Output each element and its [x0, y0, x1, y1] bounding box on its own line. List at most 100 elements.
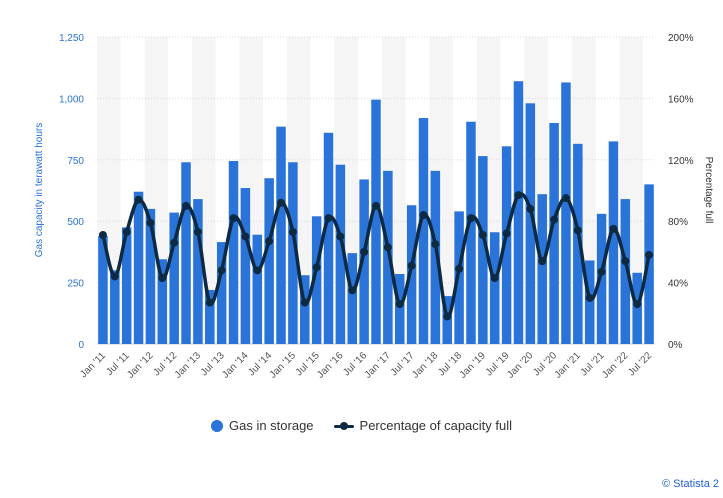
bar-gas-in-storage[interactable]	[347, 253, 358, 344]
bar-gas-in-storage[interactable]	[145, 208, 156, 344]
point-percentage-full[interactable]	[265, 237, 274, 246]
bar-gas-in-storage[interactable]	[216, 242, 227, 344]
bar-gas-in-storage[interactable]	[133, 191, 144, 344]
point-percentage-full[interactable]	[395, 300, 404, 309]
point-percentage-full[interactable]	[193, 227, 202, 236]
bar-gas-in-storage[interactable]	[276, 126, 286, 344]
bar-gas-in-storage[interactable]	[288, 162, 298, 344]
bar-gas-in-storage[interactable]	[371, 99, 381, 345]
bar-gas-in-storage[interactable]	[501, 146, 512, 344]
point-percentage-full[interactable]	[466, 214, 475, 223]
bar-gas-in-storage[interactable]	[240, 188, 251, 344]
bar-gas-in-storage[interactable]	[596, 213, 607, 344]
bar-gas-in-storage[interactable]	[489, 232, 500, 344]
bar-gas-in-storage[interactable]	[430, 170, 441, 344]
legend-item-gas-in-storage[interactable]: Gas in storage	[210, 418, 314, 433]
bar-gas-in-storage[interactable]	[359, 179, 369, 344]
point-percentage-full[interactable]	[241, 232, 250, 241]
point-percentage-full[interactable]	[312, 263, 321, 272]
point-percentage-full[interactable]	[170, 238, 179, 247]
point-percentage-full[interactable]	[324, 214, 333, 223]
point-percentage-full[interactable]	[514, 191, 523, 200]
point-percentage-full[interactable]	[158, 273, 167, 282]
bar-gas-in-storage[interactable]	[406, 205, 417, 344]
bar-gas-in-storage[interactable]	[537, 194, 547, 344]
bar-gas-in-storage[interactable]	[513, 81, 524, 344]
bar-gas-in-storage[interactable]	[620, 199, 631, 344]
point-percentage-full[interactable]	[253, 266, 262, 275]
bar-gas-in-storage[interactable]	[466, 121, 476, 345]
bar-gas-in-storage[interactable]	[181, 162, 191, 344]
point-percentage-full[interactable]	[134, 195, 143, 204]
point-percentage-full[interactable]	[360, 247, 369, 256]
point-percentage-full[interactable]	[182, 201, 191, 210]
point-percentage-full[interactable]	[550, 215, 559, 224]
point-percentage-full[interactable]	[205, 298, 214, 307]
point-percentage-full[interactable]	[419, 211, 428, 220]
point-percentage-full[interactable]	[122, 227, 131, 236]
bar-gas-in-storage[interactable]	[228, 161, 239, 344]
bar-gas-in-storage[interactable]	[335, 164, 346, 344]
point-percentage-full[interactable]	[621, 257, 630, 266]
point-percentage-full[interactable]	[478, 231, 487, 240]
bar-gas-in-storage[interactable]	[264, 178, 274, 344]
point-percentage-full[interactable]	[277, 198, 286, 207]
bar-gas-in-storage[interactable]	[98, 235, 108, 344]
point-percentage-full[interactable]	[490, 273, 499, 282]
bar-gas-in-storage[interactable]	[454, 211, 464, 344]
x-tick-label: Jul '22	[626, 350, 654, 378]
point-percentage-full[interactable]	[609, 224, 618, 233]
point-percentage-full[interactable]	[348, 286, 357, 295]
bar-gas-in-storage[interactable]	[323, 132, 334, 344]
bar-gas-in-storage[interactable]	[157, 259, 168, 344]
point-percentage-full[interactable]	[336, 232, 345, 241]
point-percentage-full[interactable]	[538, 257, 547, 266]
bar-gas-in-storage[interactable]	[561, 82, 571, 344]
bar-gas-in-storage[interactable]	[169, 212, 179, 344]
bar-gas-in-storage[interactable]	[478, 156, 488, 344]
bar-gas-in-storage[interactable]	[573, 143, 583, 344]
point-percentage-full[interactable]	[383, 243, 392, 252]
point-percentage-full[interactable]	[502, 229, 511, 238]
x-tick-label: Jan '13	[173, 350, 204, 381]
statista-credit-link[interactable]: © Statista 2	[662, 478, 720, 490]
bar-gas-in-storage[interactable]	[632, 272, 642, 344]
bar-gas-in-storage[interactable]	[418, 118, 429, 344]
point-percentage-full[interactable]	[407, 261, 416, 270]
point-percentage-full[interactable]	[98, 231, 107, 240]
bar-gas-in-storage[interactable]	[193, 199, 203, 344]
bar-gas-in-storage[interactable]	[252, 234, 263, 344]
bar-gas-in-storage[interactable]	[584, 260, 595, 344]
bar-gas-in-storage[interactable]	[300, 275, 310, 344]
bar-gas-in-storage[interactable]	[383, 170, 393, 344]
point-percentage-full[interactable]	[288, 227, 297, 236]
point-percentage-full[interactable]	[217, 266, 226, 275]
point-percentage-full[interactable]	[146, 218, 155, 227]
bar-gas-in-storage[interactable]	[525, 103, 536, 344]
line-series	[98, 191, 654, 321]
legend-item-percentage-full[interactable]: Percentage of capacity full	[333, 418, 512, 433]
bar-gas-in-storage[interactable]	[311, 216, 322, 344]
x-tick-label: Jan '12	[125, 350, 156, 381]
point-percentage-full[interactable]	[110, 272, 119, 281]
bar-gas-in-storage[interactable]	[110, 270, 120, 344]
point-percentage-full[interactable]	[585, 293, 594, 302]
point-percentage-full[interactable]	[573, 226, 582, 235]
point-percentage-full[interactable]	[372, 201, 380, 210]
point-percentage-full[interactable]	[645, 250, 654, 259]
point-percentage-full[interactable]	[300, 298, 309, 307]
point-percentage-full[interactable]	[526, 204, 535, 213]
point-percentage-full[interactable]	[443, 312, 452, 321]
bar-gas-in-storage[interactable]	[549, 122, 559, 345]
point-percentage-full[interactable]	[633, 300, 642, 309]
point-percentage-full[interactable]	[561, 194, 570, 203]
bar-gas-in-storage[interactable]	[205, 289, 215, 344]
point-percentage-full[interactable]	[229, 214, 238, 223]
bar-gas-in-storage[interactable]	[394, 274, 405, 344]
point-percentage-full[interactable]	[597, 267, 606, 276]
point-percentage-full[interactable]	[431, 240, 440, 249]
point-percentage-full[interactable]	[455, 264, 464, 273]
bar-gas-in-storage[interactable]	[121, 227, 132, 344]
bar-gas-in-storage[interactable]	[608, 141, 619, 344]
bar-gas-in-storage[interactable]	[644, 184, 654, 344]
